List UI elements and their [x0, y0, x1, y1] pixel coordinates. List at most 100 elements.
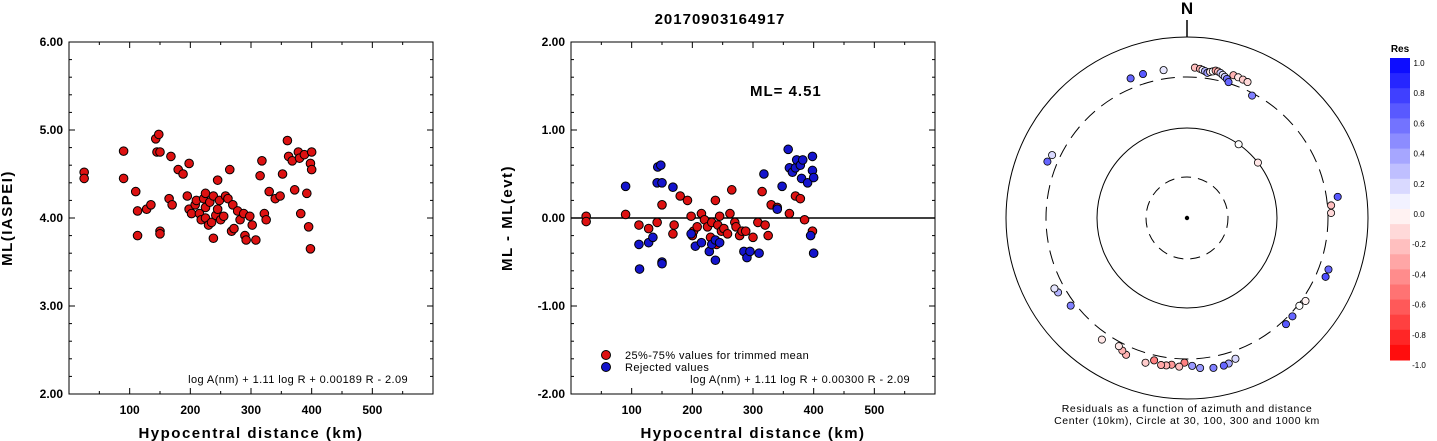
accepted-point [295, 208, 306, 219]
legend-accepted-label: 25%-75% values for trimmed mean [625, 350, 809, 362]
x-tick-label: 100 [120, 403, 140, 417]
station-residual-point [1253, 158, 1262, 167]
colorbar-cell [1390, 148, 1410, 165]
legend-rejected-label: Rejected values [625, 362, 709, 374]
rejected-point [754, 248, 764, 258]
station-residual-point [1159, 66, 1168, 75]
accepted-point [763, 230, 773, 241]
accepted-point [795, 193, 806, 204]
rejected-point [759, 169, 769, 179]
legend-accepted-marker [601, 350, 611, 360]
accepted-point [228, 200, 238, 210]
y-tick-label: 5.00 [40, 123, 64, 137]
rejected-point [802, 178, 813, 188]
accepted-point [130, 186, 141, 197]
station-residual-point [1243, 78, 1252, 87]
accepted-point [740, 226, 751, 236]
colorbar-cell [1390, 344, 1410, 361]
rejected-point [805, 230, 816, 241]
residual-x-ticks: 100 200 300 400 500 [600, 42, 906, 417]
station-residual-point [1066, 301, 1075, 310]
accepted-point [224, 164, 235, 175]
station-residual-point [1333, 192, 1342, 201]
accepted-point [186, 208, 197, 219]
y-tick-label: 2.00 [40, 387, 64, 401]
rejected-point [777, 181, 787, 192]
accepted-point [652, 217, 662, 228]
rejected-point [686, 229, 696, 239]
figure-title: 20170903164917 [655, 11, 786, 28]
rejected-point [710, 255, 721, 266]
accepted-point [799, 214, 810, 225]
colorbar-cell [1390, 209, 1410, 225]
colorbar-tick-labels: 1.0 0.8 0.6 0.4 0.2 0.0 -0.2 -0.4 -0.6 -0.8 -1.0 [1412, 59, 1426, 370]
colorbar-cell [1390, 133, 1410, 150]
station-residual-point [1327, 208, 1336, 217]
colorbar-tick-label: 0.0 [1413, 210, 1425, 219]
accepted-point [132, 230, 143, 241]
accepted-point [206, 217, 217, 228]
accepted-point [784, 208, 795, 219]
accepted-point [118, 146, 129, 156]
accepted-point [223, 193, 233, 204]
colorbar-cell [1390, 224, 1410, 240]
colorbar-cells [1390, 58, 1410, 361]
colorbar-cell [1390, 73, 1410, 89]
station-residual-point [1188, 361, 1197, 370]
accepted-point [675, 191, 686, 201]
station-residual-point [1248, 91, 1257, 100]
accepted-point [118, 173, 129, 184]
station-residual-point [1114, 342, 1123, 351]
accepted-point [302, 188, 312, 199]
accepted-point [289, 185, 300, 195]
rejected-point [745, 246, 755, 257]
y-tick-label: 2.00 [542, 35, 566, 49]
accepted-point [726, 185, 737, 195]
rejected-point [648, 232, 658, 243]
ring-100km [1096, 127, 1278, 309]
x-tick-label: 400 [804, 403, 824, 417]
station-residual-point [1224, 78, 1233, 87]
x-tick-label: 200 [682, 403, 702, 417]
accepted-point [725, 208, 735, 219]
accepted-point [277, 169, 288, 179]
accepted-point [643, 223, 654, 234]
colorbar-tick-label: -1.0 [1412, 361, 1426, 370]
colorbar-cell [1390, 178, 1410, 195]
colorbar-tick-label: -0.8 [1412, 331, 1426, 340]
colorbar-cell [1390, 269, 1410, 285]
accepted-point [306, 147, 317, 157]
azimuth-residual-points [1043, 63, 1342, 372]
colorbar-tick-label: 1.0 [1413, 59, 1425, 68]
accepted-point [722, 229, 733, 239]
accepted-point [714, 211, 725, 222]
x-tick-label: 400 [302, 403, 322, 417]
colorbar-cell [1390, 163, 1410, 180]
colorbar-tick-label: 0.4 [1413, 150, 1425, 159]
rejected-point [772, 204, 783, 214]
colorbar-cell [1390, 254, 1410, 270]
colorbar-cell [1390, 118, 1410, 134]
station-residual-point [1097, 335, 1106, 344]
accepted-point [581, 216, 591, 227]
accepted-point [657, 200, 667, 210]
colorbar-cell [1390, 299, 1410, 316]
colorbar-cell [1390, 239, 1410, 255]
accepted-point [155, 229, 165, 239]
accepted-point [257, 156, 267, 166]
accepted-point [167, 200, 177, 210]
station-residual-point [1126, 74, 1135, 83]
ring-30km [1145, 176, 1229, 260]
colorbar-cell [1390, 314, 1410, 331]
residual-y-ticks: -2.00 -1.00 0.00 1.00 2.00 [538, 35, 935, 401]
rejected-point [668, 182, 678, 192]
residual-colorbar: Res 1.0 0.8 0.6 0.4 0.2 0.0 -0.2 -0.4 -0.6 -0.8 -1… [1390, 44, 1426, 370]
station-residual-point [1219, 361, 1228, 370]
polar-caption-line-1: Residuals as a function of azimuth and d… [1062, 403, 1313, 415]
y-tick-label: 4.00 [40, 211, 64, 225]
north-label: N [1181, 0, 1193, 18]
accepted-point [166, 151, 176, 162]
rejected-point [808, 172, 819, 183]
x-tick-label: 300 [743, 403, 763, 417]
accepted-point [620, 209, 631, 220]
